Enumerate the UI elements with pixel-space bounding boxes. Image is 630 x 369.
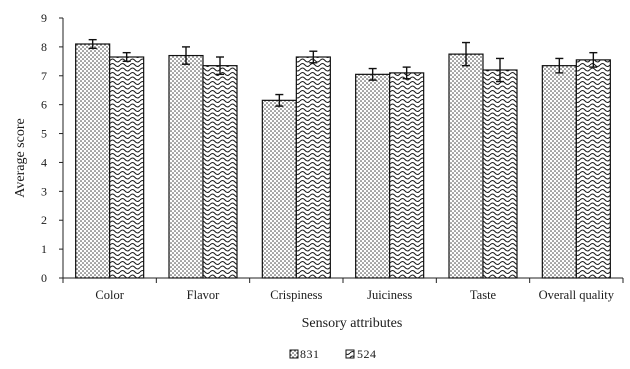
error-bar-524-crispiness [309, 50, 318, 64]
y-tick-label-2: 2 [41, 213, 47, 227]
bar-524-flavor [202, 65, 238, 279]
error-bar-831-flavor [182, 46, 190, 65]
y-tick-label-8: 8 [41, 40, 47, 54]
error-bar-831-taste [462, 41, 470, 67]
error-bar-831-crispiness [275, 93, 284, 107]
y-tick-label-4: 4 [41, 155, 47, 169]
y-tick-label-6: 6 [41, 98, 47, 112]
bar-831-flavor [168, 54, 204, 279]
y-tick-label-5: 5 [41, 127, 47, 141]
bar-831-taste [448, 53, 484, 279]
error-bar-524-taste [496, 57, 504, 83]
x-tick-label-juiciness: Juiciness [367, 288, 412, 302]
legend: 831 524 [289, 347, 377, 361]
x-tick-label-flavor: Flavor [187, 288, 220, 302]
y-tick-label-1: 1 [41, 242, 47, 256]
bar-831-juiciness [355, 73, 391, 279]
error-bar-524-flavor [216, 56, 224, 76]
error-bar-524-overall-quality [589, 51, 598, 68]
bar-524-juiciness [389, 72, 425, 279]
x-tick-label-crispiness: Crispiness [270, 288, 322, 302]
legend-swatch-524 [345, 349, 355, 359]
legend-label-524: 524 [357, 347, 377, 361]
bar-524-color [109, 56, 145, 279]
error-bar-831-overall-quality [555, 57, 564, 74]
x-tick-label-taste: Taste [470, 288, 497, 302]
legend-label-831: 831 [300, 347, 320, 361]
x-tick-label-color: Color [95, 288, 124, 302]
bar-831-color [75, 43, 111, 279]
bar-524-overall-quality [575, 59, 611, 279]
y-tick-label-7: 7 [41, 69, 47, 83]
error-bar-831-color [88, 38, 97, 50]
y-axis-title: Average score [13, 118, 28, 197]
y-tick-label-3: 3 [41, 184, 47, 198]
error-bar-831-juiciness [368, 67, 377, 81]
error-bar-524-color [122, 51, 131, 63]
bar-524-crispiness [295, 56, 331, 279]
x-tick-label-overall-quality: Overall quality [539, 288, 615, 302]
y-tick-label-9: 9 [41, 11, 47, 25]
bar-831-overall-quality [541, 65, 577, 279]
legend-swatch-831 [289, 349, 299, 359]
bar-831-crispiness [261, 99, 297, 279]
x-axis-title: Sensory attributes [302, 316, 403, 331]
plot-area [75, 38, 611, 279]
y-tick-label-0: 0 [41, 271, 47, 285]
bar-524-taste [482, 69, 518, 279]
axes: 0 1 2 3 4 5 6 7 8 9 Color Flavor Crispiness Juiciness… [41, 11, 624, 302]
error-bar-524-juiciness [402, 66, 411, 80]
